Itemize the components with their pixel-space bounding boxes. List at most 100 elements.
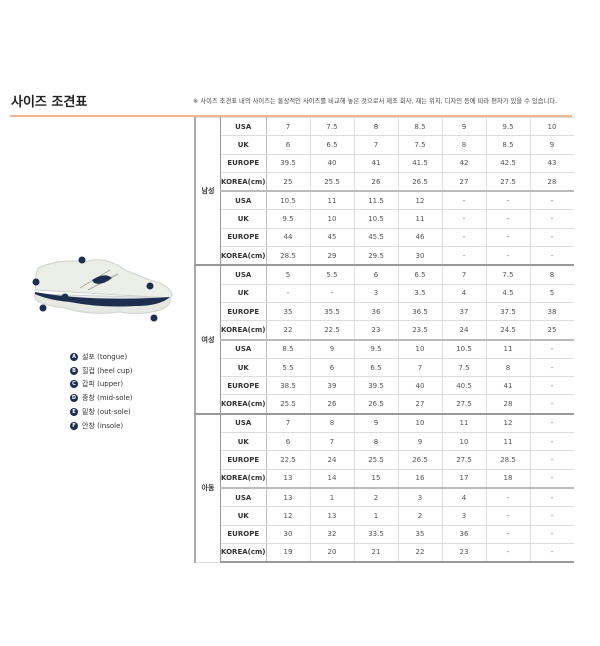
table-row: KOREA(cm) 25 25.5 26 26.5 27 27.5 28 — [195, 171, 574, 192]
table-row: EUROPE 22.5 24 25.5 26.5 27.5 28.5- — [195, 450, 574, 470]
size-cell: - — [529, 209, 574, 229]
size-cell: 2 — [353, 486, 399, 508]
table-row: KOREA(cm) 28.5 29 29.5 30- - - — [195, 246, 574, 266]
size-cell: 6 — [353, 264, 399, 285]
size-cell: 23 — [441, 542, 487, 564]
size-cell: 8 — [485, 357, 531, 378]
size-cell: 10 — [529, 116, 574, 137]
size-cell: 13 — [265, 486, 311, 508]
size-cell: 8.5 — [485, 135, 531, 155]
table-row: KOREA(cm) 19 20 21 22 23- - — [195, 542, 574, 564]
legend-item: A 설포 (tongue) — [70, 350, 133, 364]
size-cell: - — [485, 227, 531, 248]
legend-label: 설포 (tongue) — [82, 352, 128, 361]
size-cell: 3 — [397, 486, 443, 508]
size-cell: - — [441, 190, 487, 211]
size-cell: 28 — [529, 171, 574, 192]
shoe-diagram-image — [32, 256, 173, 322]
size-cell: 23 — [353, 320, 399, 341]
size-cell: 3.5 — [397, 283, 443, 303]
size-cell: 9 — [309, 338, 355, 359]
size-system-label: EUROPE — [220, 227, 267, 248]
size-cell: 26 — [353, 171, 399, 192]
size-cell: 14 — [309, 468, 355, 489]
size-cell: - — [485, 506, 531, 526]
size-cell: 3 — [441, 506, 487, 526]
size-cell: - — [529, 394, 574, 415]
size-cell: 22.5 — [309, 320, 355, 341]
size-cell: 11 — [485, 432, 531, 452]
legend-label: 갑피 (upper) — [82, 380, 124, 389]
table-row: USA 8.5 9 9.5 10 10.5 11- — [195, 338, 574, 359]
size-cell: - — [485, 486, 531, 508]
size-system-label: USA — [220, 264, 267, 285]
size-cell: 9.5 — [353, 338, 399, 359]
size-cell: 4 — [441, 283, 487, 303]
size-cell: - — [485, 246, 531, 266]
size-cell: 10.5 — [265, 190, 311, 211]
table-row: KOREA(cm) 22 22.5 23 23.5 24 24.5 25 — [195, 320, 574, 341]
size-cell: 25 — [529, 320, 574, 341]
size-system-label: KOREA(cm) — [220, 542, 267, 564]
table-row: KOREA(cm) 25.5 26 26.5 27 27.5 28- — [195, 394, 574, 415]
table-row: USA 10.5 11 11.5 12- - - — [195, 190, 574, 211]
size-cell: 5 — [529, 283, 574, 303]
size-cell: 25.5 — [353, 450, 399, 470]
table-row: EUROPE 44 45 45.5 46- - - — [195, 227, 574, 248]
legend-item: E 밑창 (out-sole) — [70, 405, 133, 419]
size-cell: 38.5 — [265, 376, 311, 396]
size-system-label: KOREA(cm) — [220, 468, 267, 489]
size-cell: 7 — [353, 135, 399, 155]
size-cell: 7.5 — [441, 357, 487, 378]
badge-icon: E — [70, 408, 78, 417]
size-cell: 33.5 — [353, 524, 399, 544]
size-system-label: USA — [220, 190, 267, 211]
legend-item: F 안창 (insole) — [70, 419, 133, 433]
parts-legend: A 설포 (tongue) B 힐컵 (heel cup) C 갑피 (upper) … — [70, 350, 133, 433]
size-cell: 35 — [397, 524, 443, 544]
size-cell: - — [529, 338, 574, 359]
size-table: 남성 USA 7 7.5 8 8.5 9 9.5 10 UK 6 6.5 7 7.5 8 8.5 9 EUROPE… — [194, 116, 574, 564]
size-notice: ※ 사이즈 조견표 내의 사이즈는 통상적인 사이즈를 비교해 놓은 것으로서 … — [193, 98, 558, 105]
table-row: UK 9.5 10 10.5 11- - - — [195, 209, 574, 229]
size-cell: 28.5 — [485, 450, 531, 470]
size-system-label: UK — [220, 209, 267, 229]
size-cell: - — [529, 246, 574, 266]
size-cell: - — [529, 190, 574, 211]
table-row: EUROPE 39.5 40 41 41.5 42 42.5 43 — [195, 153, 574, 173]
size-cell: - — [529, 376, 574, 396]
table-row: EUROPE 35 35.5 36 36.5 37 37.5 38 — [195, 301, 574, 322]
legend-item: B 힐컵 (heel cup) — [70, 364, 133, 378]
size-cell: 35.5 — [309, 301, 355, 322]
size-cell: - — [309, 283, 355, 303]
size-cell: - — [529, 468, 574, 489]
size-cell: 6 — [265, 432, 311, 452]
size-cell: 30 — [265, 524, 311, 544]
size-cell: - — [485, 190, 531, 211]
size-cell: 18 — [485, 468, 531, 489]
size-cell: 11 — [441, 412, 487, 434]
size-system-label: EUROPE — [220, 376, 267, 396]
size-cell: 37.5 — [485, 301, 531, 322]
table-row: UK 5.5 6 6.5 7 7.5 8- — [195, 357, 574, 378]
size-cell: 11 — [485, 338, 531, 359]
size-system-label: EUROPE — [220, 450, 267, 470]
size-cell: 5.5 — [309, 264, 355, 285]
size-cell: 36 — [441, 524, 487, 544]
size-cell: 24 — [441, 320, 487, 341]
size-cell: - — [529, 357, 574, 378]
size-cell: 7 — [397, 357, 443, 378]
legend-label: 힐컵 (heel cup) — [82, 366, 133, 375]
size-cell: - — [529, 486, 574, 508]
size-system-label: USA — [220, 338, 267, 359]
size-cell: 40 — [397, 376, 443, 396]
table-row: EUROPE 38.5 39 39.5 40 40.5 41- — [195, 376, 574, 396]
size-cell: 46 — [397, 227, 443, 248]
size-cell: - — [529, 227, 574, 248]
size-cell: 28.5 — [265, 246, 311, 266]
size-cell: 6.5 — [397, 264, 443, 285]
size-cell: 9 — [353, 412, 399, 434]
page-title: 사이즈 조견표 — [11, 95, 88, 110]
size-cell: 9 — [397, 432, 443, 452]
size-cell: 29 — [309, 246, 355, 266]
